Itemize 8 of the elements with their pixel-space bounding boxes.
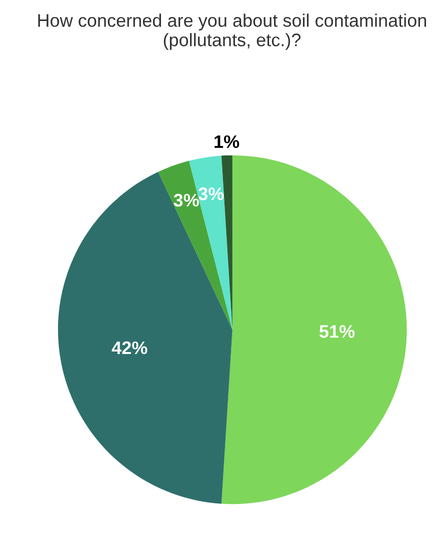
pie-slice — [58, 172, 232, 504]
data-label: 42% — [112, 341, 148, 354]
chart-title: How concerned are you about soil contamination (pollutants, etc.)? — [38, 14, 426, 50]
data-label: 51% — [319, 325, 355, 338]
pie-slice — [158, 160, 232, 330]
data-label: 3% — [174, 194, 199, 207]
data-label: 1% — [214, 135, 240, 148]
data-label: 3% — [198, 187, 224, 200]
